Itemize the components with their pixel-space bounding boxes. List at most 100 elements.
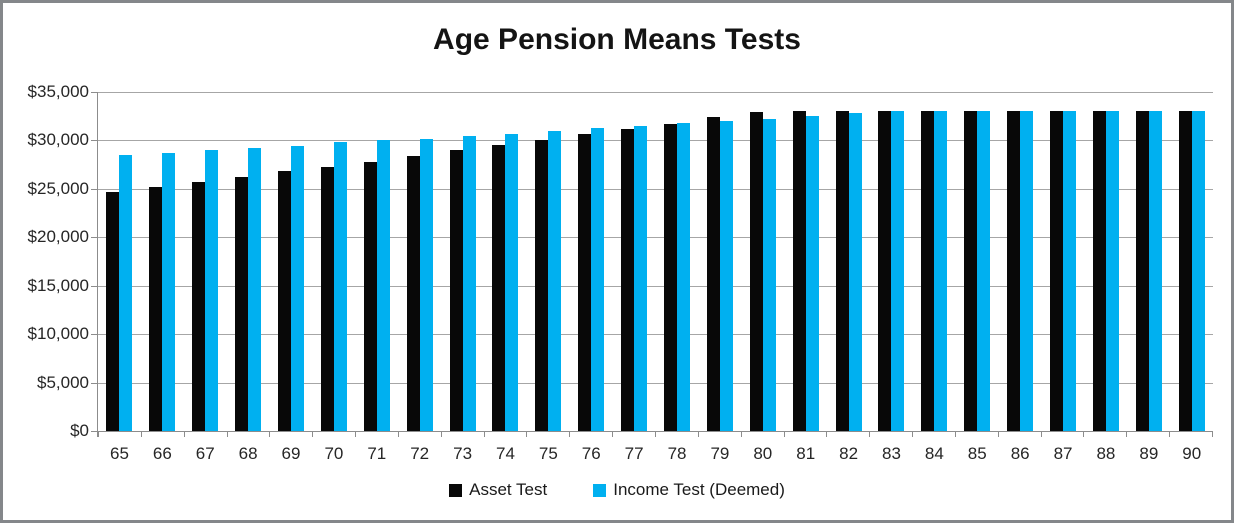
x-tick-cell xyxy=(1084,431,1128,437)
bar-group-69 xyxy=(270,92,313,431)
x-axis-label: 85 xyxy=(967,444,987,463)
asset-test-bar xyxy=(964,111,978,431)
income-test-deemed-bar xyxy=(1105,111,1119,431)
asset-test-bar xyxy=(1050,111,1064,431)
y-axis-tick xyxy=(91,431,98,432)
income-test-deemed-bar xyxy=(762,119,776,431)
x-axis-label: 83 xyxy=(882,444,901,463)
x-axis-label: 67 xyxy=(195,444,215,463)
income-test-deemed-bar xyxy=(548,130,562,431)
x-axis-label: 70 xyxy=(324,444,344,463)
bar-group-66 xyxy=(141,92,184,431)
income-test-deemed-bar xyxy=(719,121,733,431)
x-axis-label: 80 xyxy=(753,444,773,463)
x-tick-cell xyxy=(270,431,314,437)
gridline xyxy=(98,92,1213,93)
asset-test-bar xyxy=(235,177,249,431)
bar-group-76 xyxy=(570,92,613,431)
y-axis-label: $5,000 xyxy=(37,373,89,392)
x-axis-label: 75 xyxy=(538,444,558,463)
income-test-deemed-bar xyxy=(162,153,176,431)
bar-group-73 xyxy=(441,92,484,431)
x-axis-label: 68 xyxy=(238,444,258,463)
y-axis-tick xyxy=(91,189,98,190)
x-tick-cell xyxy=(142,431,185,437)
income-test-deemed-bar xyxy=(677,123,691,431)
x-axis-label: 89 xyxy=(1139,444,1159,463)
gridline xyxy=(98,237,1213,238)
gridline xyxy=(98,383,1213,384)
asset-test-bar xyxy=(792,111,806,431)
bar-group-81 xyxy=(784,92,827,431)
asset-test-bar xyxy=(1178,111,1192,431)
x-axis-label: 87 xyxy=(1053,444,1073,463)
x-tick-cell xyxy=(313,431,357,437)
y-axis-tick xyxy=(91,237,98,238)
gridline xyxy=(98,140,1213,141)
income-test-deemed-bar xyxy=(934,111,948,431)
asset-test-bar xyxy=(749,112,763,431)
income-test-deemed-bar xyxy=(333,142,347,431)
x-axis-label: 71 xyxy=(367,444,387,463)
bar-group-90 xyxy=(1170,92,1213,431)
income-test-deemed-bar xyxy=(119,154,133,431)
x-axis-label: 88 xyxy=(1096,444,1116,463)
y-axis-label: $0 xyxy=(70,421,89,440)
bar-group-84 xyxy=(913,92,956,431)
x-tick-cell xyxy=(185,431,228,437)
income-test-deemed-bar xyxy=(1063,111,1077,431)
gridline xyxy=(98,189,1213,190)
income-test-deemed-bar xyxy=(634,125,648,431)
x-tick-cell xyxy=(870,431,914,437)
asset-test-bar xyxy=(1092,111,1106,431)
x-axis-label: 74 xyxy=(496,444,515,463)
asset-test-bar xyxy=(406,155,420,431)
x-tick-cell xyxy=(699,431,742,437)
y-axis-label: $35,000 xyxy=(27,82,89,101)
bar-group-80 xyxy=(741,92,784,431)
x-tick-cell xyxy=(999,431,1042,437)
asset-test-bar xyxy=(363,161,377,431)
x-axis-label: 90 xyxy=(1182,444,1202,463)
x-axis-label: 65 xyxy=(109,444,129,463)
y-axis-label: $15,000 xyxy=(27,276,89,295)
income-test-deemed-bar xyxy=(505,133,519,431)
bar-group-65 xyxy=(98,92,141,431)
x-tick-cell xyxy=(1127,431,1171,437)
gridline xyxy=(98,286,1213,287)
legend-item-asset-test: Asset Test xyxy=(449,480,547,500)
income-test-deemed-bar xyxy=(1148,111,1162,431)
legend: Asset Test Income Test (Deemed) xyxy=(3,480,1231,500)
x-axis-label: 72 xyxy=(410,444,430,463)
income-test-deemed-bar xyxy=(291,146,304,431)
x-axis-label: 69 xyxy=(281,444,301,463)
x-axis-label: 86 xyxy=(1010,444,1030,463)
x-tick-cell xyxy=(785,431,828,437)
bar-group-83 xyxy=(870,92,913,431)
asset-test-bar xyxy=(706,117,720,431)
x-tick-cell xyxy=(827,431,871,437)
x-axis-label: 79 xyxy=(710,444,730,463)
x-tick-cell xyxy=(356,431,399,437)
asset-test-swatch xyxy=(449,483,463,497)
x-tick-cell xyxy=(656,431,699,437)
x-tick-cell xyxy=(570,431,614,437)
asset-test-bar xyxy=(449,150,463,431)
x-axis-label: 78 xyxy=(667,444,687,463)
y-axis-line xyxy=(97,92,98,437)
income-test-deemed-bar xyxy=(891,111,905,431)
x-axis-label: 76 xyxy=(581,444,601,463)
bar-group-72 xyxy=(398,92,441,431)
x-tick-cell xyxy=(98,431,142,437)
x-tick-cell xyxy=(228,431,271,437)
bar-group-85 xyxy=(956,92,999,431)
asset-test-bar xyxy=(1135,111,1149,431)
income-test-deemed-bar xyxy=(977,111,991,431)
y-axis-tick xyxy=(91,92,98,93)
bar-group-88 xyxy=(1084,92,1127,431)
x-axis-labels: 65 66 67 68 69 70 71 72 73 74 75 76 77 78 79 80 81 82 83 84… xyxy=(98,444,1213,464)
x-tick-cell xyxy=(442,431,485,437)
asset-test-bar xyxy=(921,111,935,431)
y-axis-tick xyxy=(91,383,98,384)
asset-test-bar xyxy=(878,111,892,431)
